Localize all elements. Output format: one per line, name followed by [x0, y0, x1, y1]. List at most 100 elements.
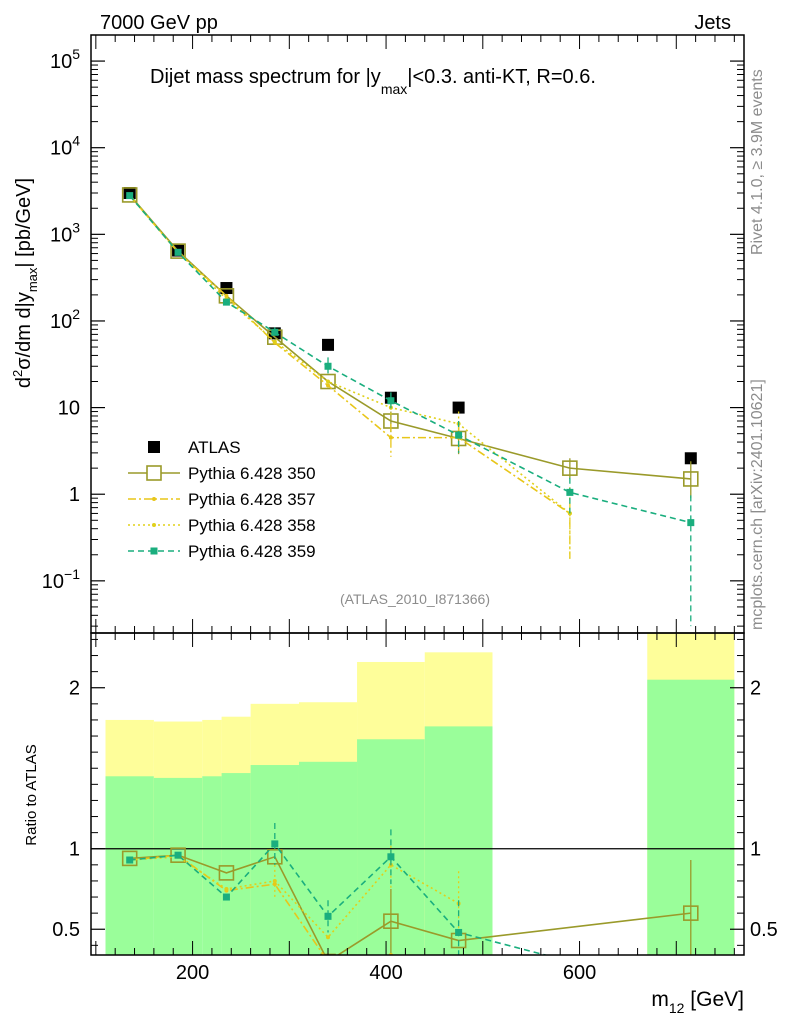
y-tick-label: 103: [50, 219, 80, 246]
y-tick-label: 1: [69, 484, 80, 506]
marker-dot: [326, 383, 331, 388]
y-tick-label: 104: [50, 133, 80, 160]
rivet-label: Rivet 4.1.0, ≥ 3.9M events: [749, 69, 766, 255]
ratio-y-label: Ratio to ATLAS: [23, 744, 40, 845]
y-tick-label: 105: [50, 46, 80, 73]
marker-open-square: [562, 460, 578, 476]
marker-square: [387, 397, 395, 405]
marker-square: [455, 431, 463, 439]
ratio-series-pythia-6-428-359: [126, 822, 549, 955]
x-tick-label: 200: [176, 962, 209, 984]
marker-open-square: [170, 243, 186, 259]
x-axis-label: m12 [GeV]: [651, 988, 744, 1016]
y-label-sup: 2: [10, 370, 25, 377]
green-band: [202, 776, 222, 955]
y-tick-label: 10−1: [42, 566, 80, 593]
ratio-marker-open-square: [320, 953, 336, 955]
mcplots-label: mcplots.cern.ch [arXiv:2401.10621]: [749, 379, 766, 630]
analysis-watermark: (ATLAS_2010_I871366): [340, 591, 490, 607]
y-label-post: | [pb/GeV]: [13, 178, 35, 268]
plot-title-sub: max: [381, 81, 407, 97]
marker-square: [324, 362, 332, 370]
marker-dot: [326, 379, 331, 384]
data-point: [220, 282, 233, 295]
marker-open-square: [320, 373, 336, 390]
ratio-marker-square: [324, 912, 332, 920]
legend-marker-square: [148, 441, 160, 453]
ratio-marker-square: [222, 893, 230, 901]
marker-square: [687, 519, 695, 527]
plot-title: Dijet mass spectrum for |ymax|<0.3. anti…: [150, 66, 596, 97]
ratio-frame: [90, 632, 745, 956]
green-band: [153, 777, 203, 955]
y-tick-base: 10: [50, 51, 72, 73]
legend-item: ATLAS: [148, 438, 241, 457]
ratio-bands: [105, 633, 735, 955]
legend-marker-open-square: [146, 465, 162, 481]
header-right: Jets: [694, 12, 731, 34]
main-plot-area: [121, 187, 699, 627]
x-tick-label: 400: [369, 962, 402, 984]
ratio-marker-open-square: [121, 850, 138, 867]
legend: ATLAS Pythia 6.428 350 Pythia 6.428 357 Pyt…: [128, 438, 316, 561]
data-point: [322, 338, 335, 351]
marker-open-square: [682, 471, 699, 487]
x-label-post: [GeV]: [684, 988, 744, 1011]
ratio-marker-dot: [326, 935, 331, 940]
ratio-y-tick-label-right: 1: [750, 839, 761, 861]
ratio-y-tick-label: 2: [69, 678, 80, 700]
ratio-line: [129, 842, 549, 955]
series-pythia-6-428-359: [126, 192, 695, 627]
legend-item: Pythia 6.428 357: [128, 490, 316, 509]
marker-dot: [388, 435, 393, 440]
marker-dot: [224, 293, 229, 298]
y-tick-exp: −1: [64, 566, 80, 582]
marker-open-square: [121, 187, 138, 203]
ratio-line: [129, 854, 391, 955]
series-atlas: [123, 187, 697, 465]
ratio-marker-open-square: [682, 905, 699, 921]
marker-square: [566, 488, 574, 496]
main-y-label: d2σ/dm d|ymax| [pb/GeV]: [10, 178, 40, 388]
legend-label: Pythia 6.428 359: [188, 542, 316, 561]
ratio-marker-open-square: [383, 913, 399, 929]
header-left: 7000 GeV pp: [100, 12, 218, 34]
plot-title-post: |<0.3. anti-KT, R=0.6.: [407, 66, 596, 88]
ratio-marker-square: [174, 851, 182, 859]
ratio-marker-square: [126, 856, 134, 864]
green-band: [250, 765, 299, 955]
y-tick-base: 10: [50, 224, 72, 246]
y-tick-exp: 4: [72, 133, 80, 149]
ratio-marker-dot: [224, 886, 229, 891]
y-tick-base: 10: [50, 311, 72, 333]
y-label-sub: max: [25, 267, 40, 292]
legend-marker-dot: [152, 523, 156, 527]
ratio-line: [129, 854, 691, 955]
legend-marker-dot: [152, 497, 156, 501]
marker-square: [174, 248, 182, 256]
legend-item: Pythia 6.428 358: [128, 516, 316, 535]
y-tick-exp: 3: [72, 219, 80, 235]
ratio-plot-area: [91, 822, 744, 955]
plot-title-pre: Dijet mass spectrum for |y: [150, 66, 381, 88]
y-tick-exp: 2: [72, 306, 80, 322]
ratio-y-tick-label-right: 2: [750, 678, 761, 700]
legend-item: Pythia 6.428 359: [128, 542, 316, 561]
ratio-marker-dot: [272, 878, 277, 883]
legend-item: Pythia 6.428 350: [128, 464, 316, 483]
y-tick-exp: 5: [72, 46, 80, 62]
legend-label: Pythia 6.428 350: [188, 464, 316, 483]
data-point: [452, 401, 465, 414]
ratio-marker-square: [271, 840, 279, 848]
y-tick-base: 10: [50, 138, 72, 160]
y-label-mid: σ/dm d|y: [13, 292, 35, 370]
legend-label: ATLAS: [188, 438, 241, 457]
legend-label: Pythia 6.428 358: [188, 516, 316, 535]
ratio-marker-dot: [272, 882, 277, 887]
ratio-y-tick-label: 0.5: [52, 919, 80, 941]
legend-label: Pythia 6.428 357: [188, 490, 316, 509]
series-line: [129, 194, 691, 480]
ratio-marker-open-square: [218, 865, 235, 881]
y-tick-base: 10: [42, 571, 64, 593]
